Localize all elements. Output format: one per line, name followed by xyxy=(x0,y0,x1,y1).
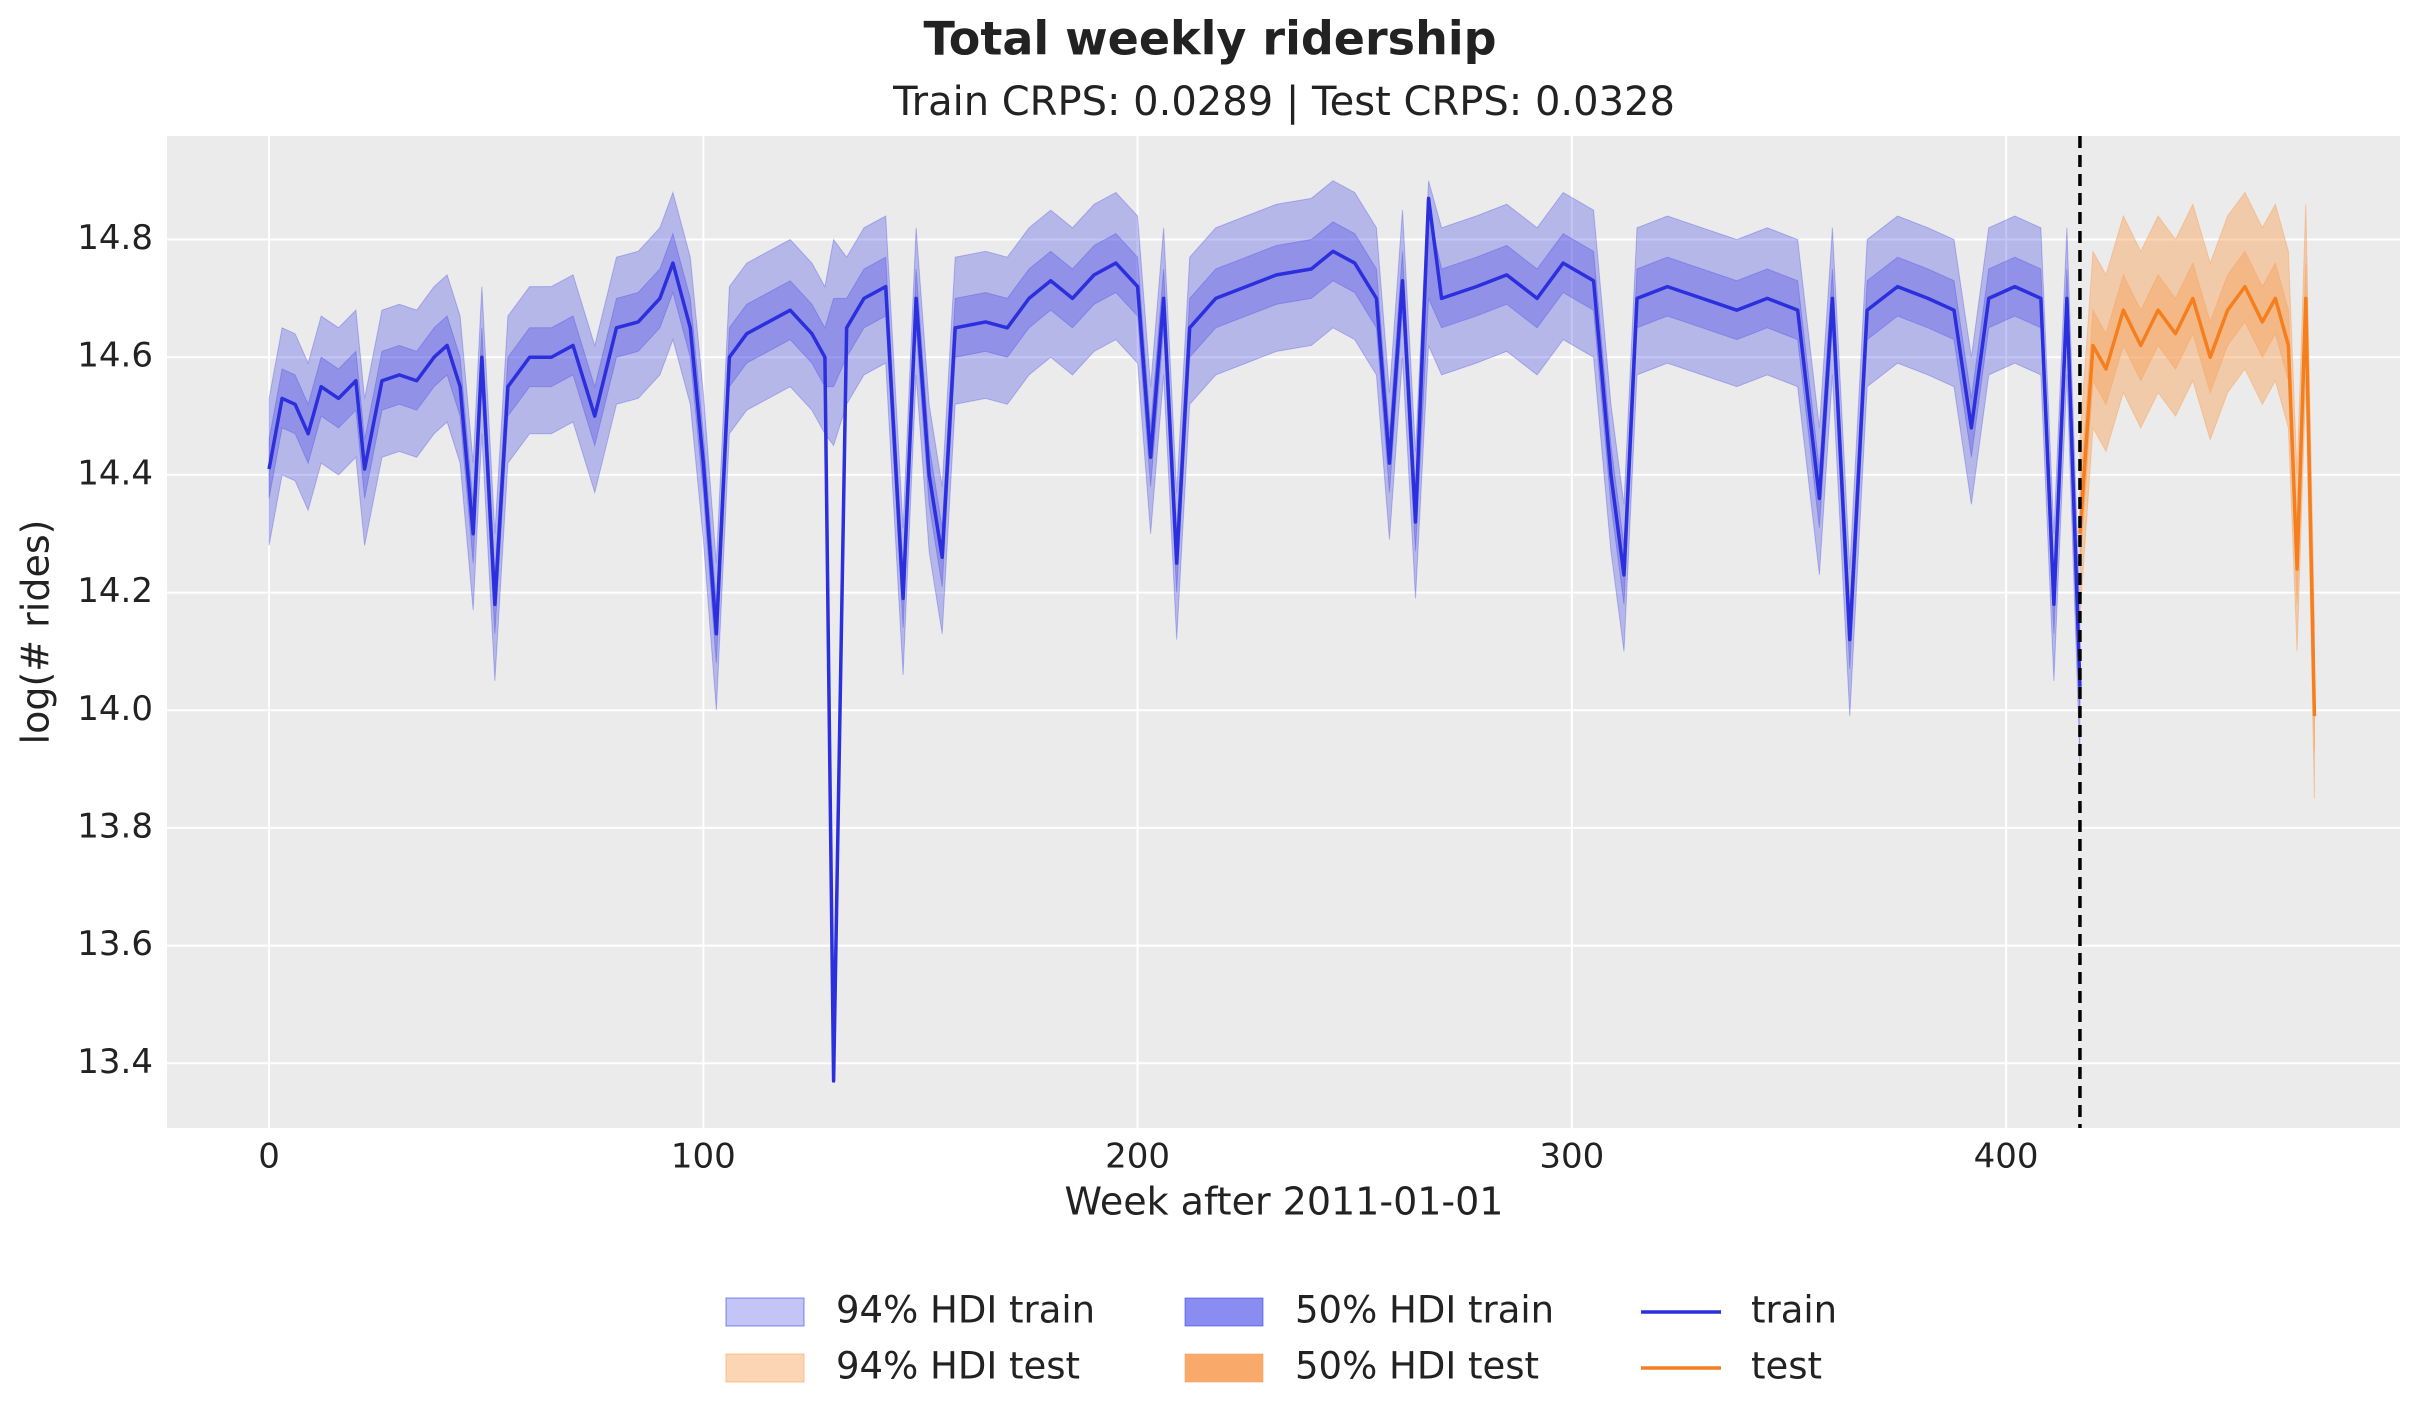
y-tick-label: 14.2 xyxy=(77,571,153,611)
legend-label: test xyxy=(1751,1345,1822,1388)
x-tick-label: 300 xyxy=(1539,1137,1604,1177)
series-line xyxy=(267,196,2082,1083)
x-tick-label: 400 xyxy=(1974,1137,2039,1177)
chart-subtitle: Train CRPS: 0.0289 | Test CRPS: 0.0328 xyxy=(892,79,1675,125)
x-axis-label: Week after 2011-01-01 xyxy=(1064,1180,1503,1224)
x-tick-label: 200 xyxy=(1105,1137,1170,1177)
legend-label: train xyxy=(1751,1289,1837,1332)
y-tick-label: 13.8 xyxy=(77,806,153,846)
y-axis-label: log(# rides) xyxy=(14,520,58,745)
y-tick-label: 14.6 xyxy=(77,336,153,376)
legend-swatch xyxy=(725,1353,805,1383)
chart-title: Total weekly ridership xyxy=(923,12,1496,66)
legend-label: 94% HDI test xyxy=(836,1345,1080,1388)
series-line xyxy=(2078,284,2317,717)
legend-label: 50% HDI test xyxy=(1295,1345,1539,1388)
hdi-band xyxy=(2079,250,2315,752)
legend-label: 94% HDI train xyxy=(836,1289,1095,1332)
legend-label: 50% HDI train xyxy=(1295,1289,1554,1332)
y-tick-label: 14.0 xyxy=(77,689,153,729)
y-tick-label: 13.6 xyxy=(77,924,153,964)
x-tick-label: 100 xyxy=(671,1137,736,1177)
y-tick-label: 14.4 xyxy=(77,453,153,493)
x-tick-label: 0 xyxy=(258,1137,280,1177)
legend-swatch xyxy=(725,1297,805,1327)
plot-background xyxy=(167,136,2400,1128)
legend-swatch xyxy=(1184,1353,1264,1383)
y-tick-label: 14.8 xyxy=(77,218,153,258)
y-tick-label: 13.4 xyxy=(77,1042,153,1082)
legend-swatch xyxy=(1184,1297,1264,1327)
